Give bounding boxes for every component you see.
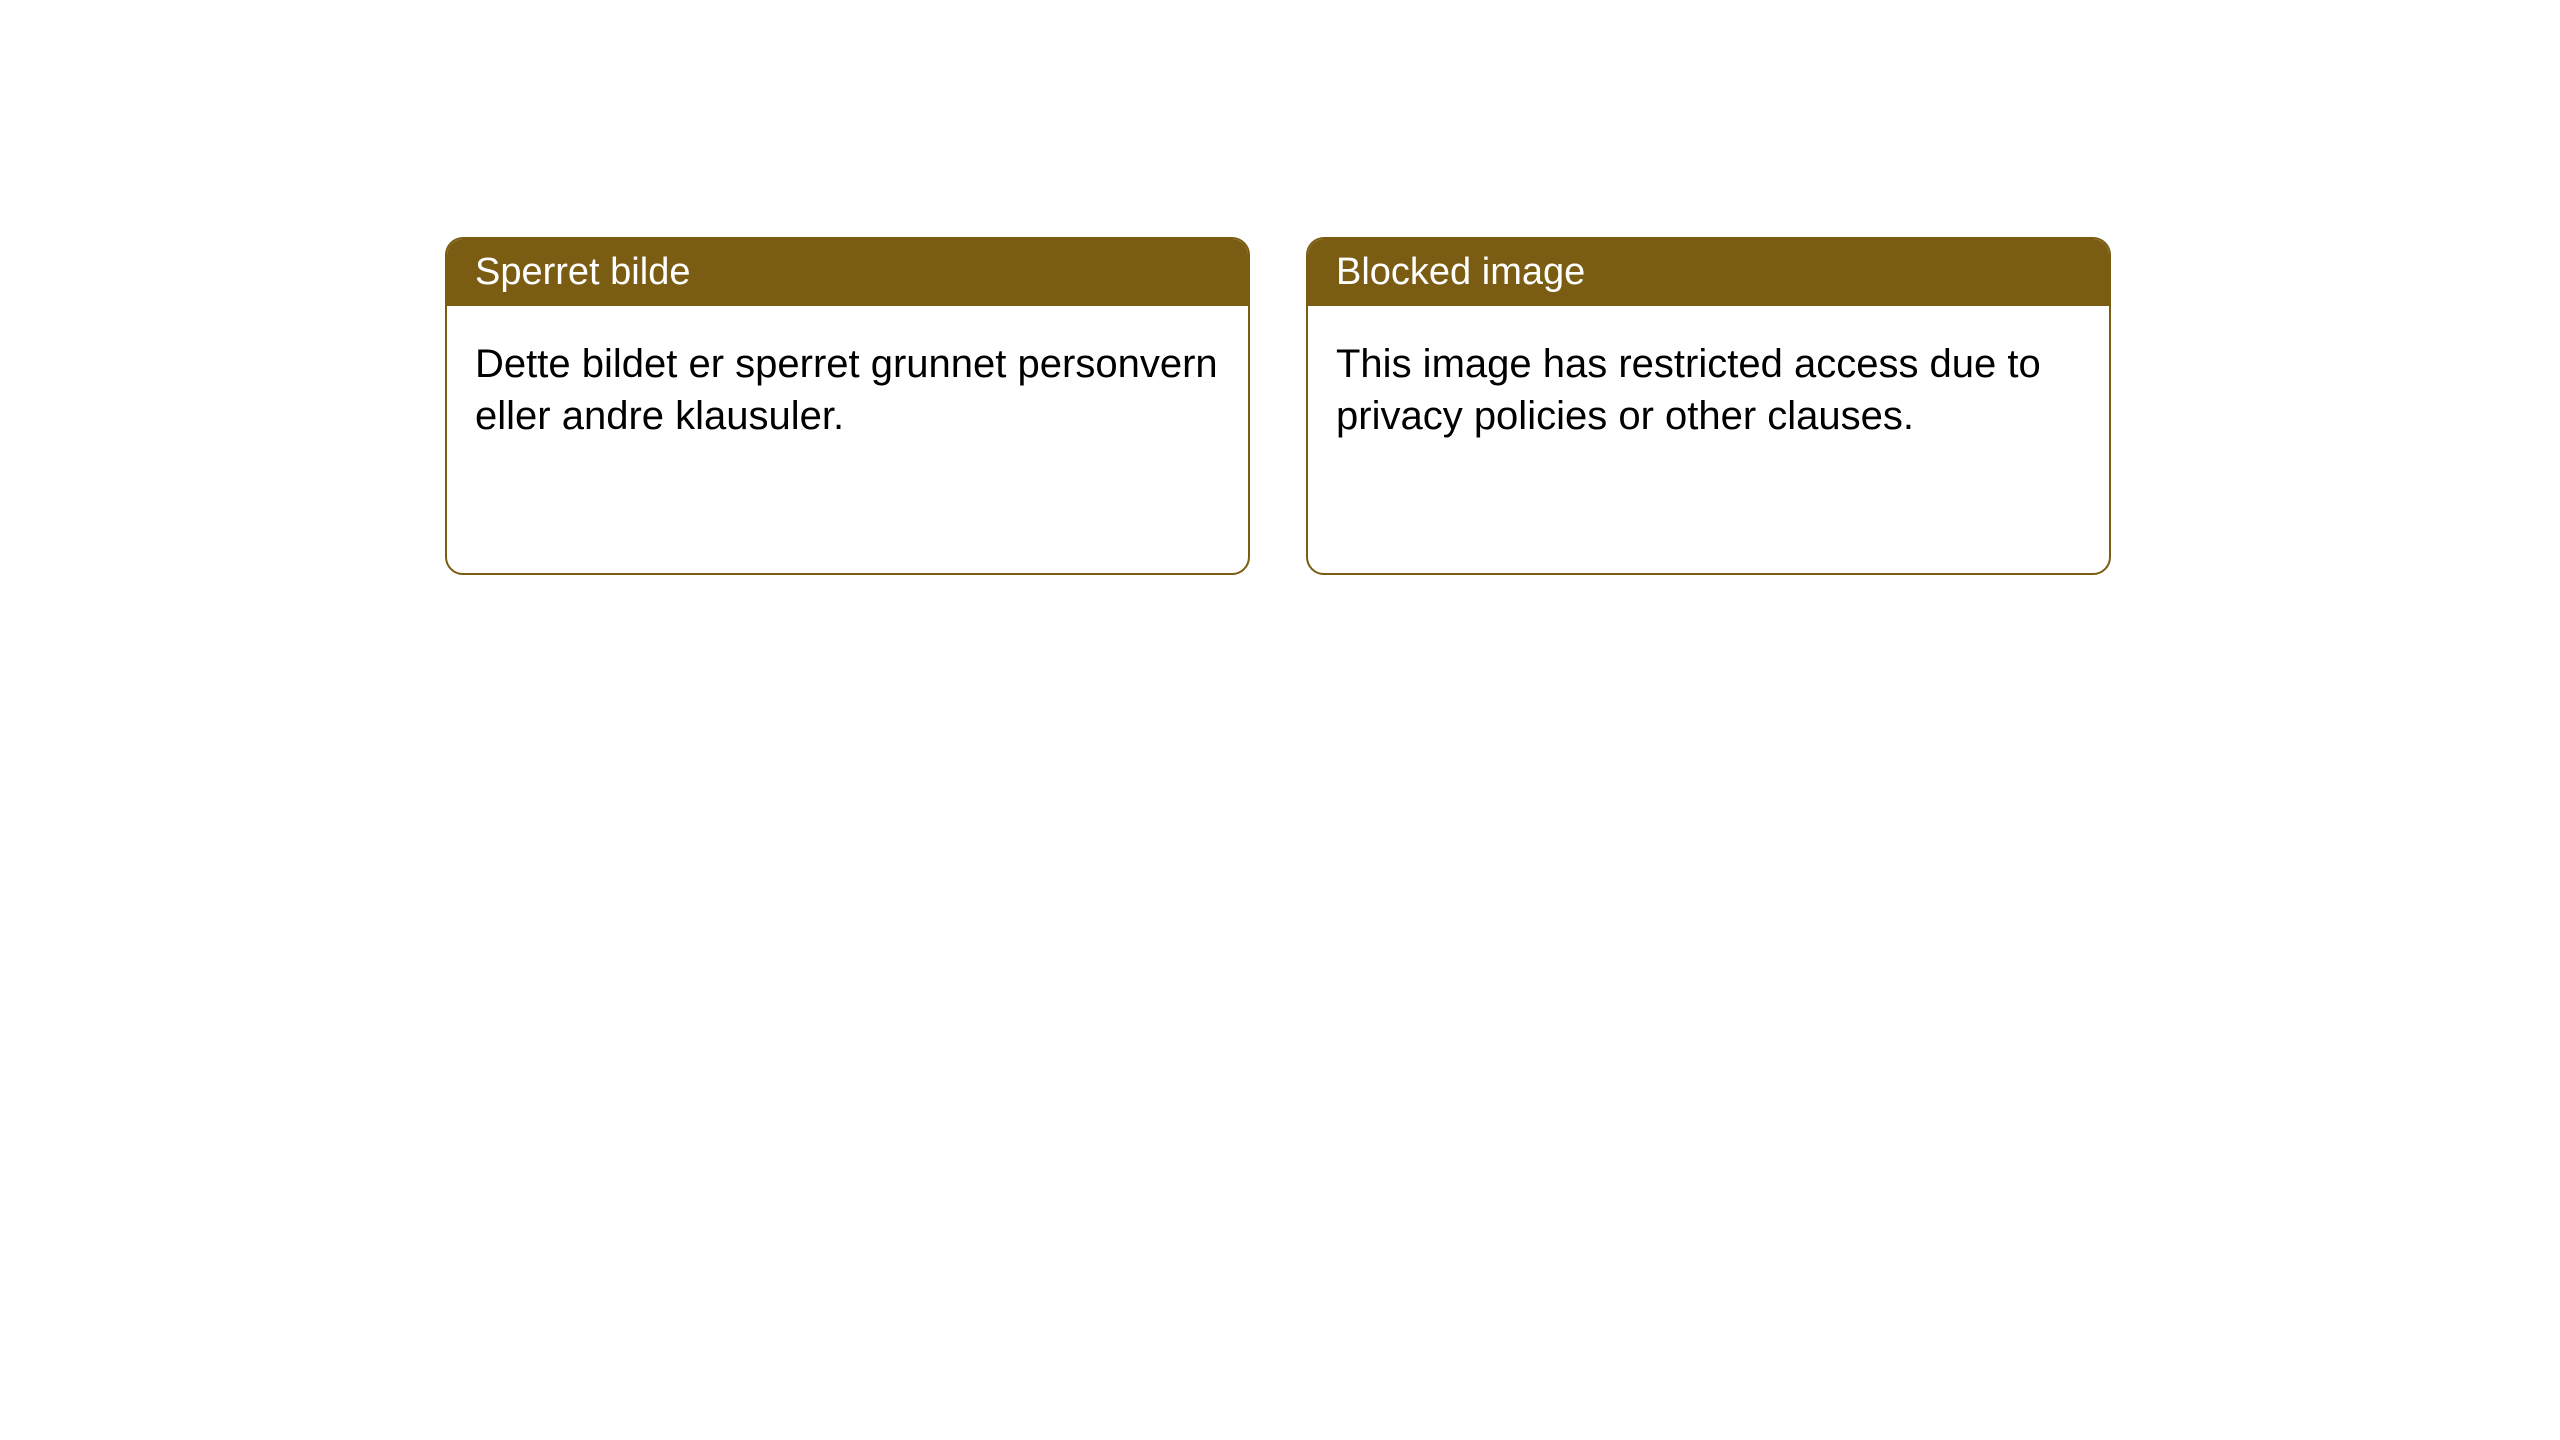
notice-container: Sperret bilde Dette bildet er sperret gr… <box>445 237 2111 575</box>
notice-header: Sperret bilde <box>447 239 1248 306</box>
notice-text: Dette bildet er sperret grunnet personve… <box>475 342 1218 438</box>
notice-body: This image has restricted access due to … <box>1308 306 2109 474</box>
notice-card-english: Blocked image This image has restricted … <box>1306 237 2111 575</box>
notice-text: This image has restricted access due to … <box>1336 342 2041 438</box>
notice-title: Blocked image <box>1336 251 1585 293</box>
notice-body: Dette bildet er sperret grunnet personve… <box>447 306 1248 474</box>
notice-title: Sperret bilde <box>475 251 690 293</box>
notice-card-norwegian: Sperret bilde Dette bildet er sperret gr… <box>445 237 1250 575</box>
notice-header: Blocked image <box>1308 239 2109 306</box>
